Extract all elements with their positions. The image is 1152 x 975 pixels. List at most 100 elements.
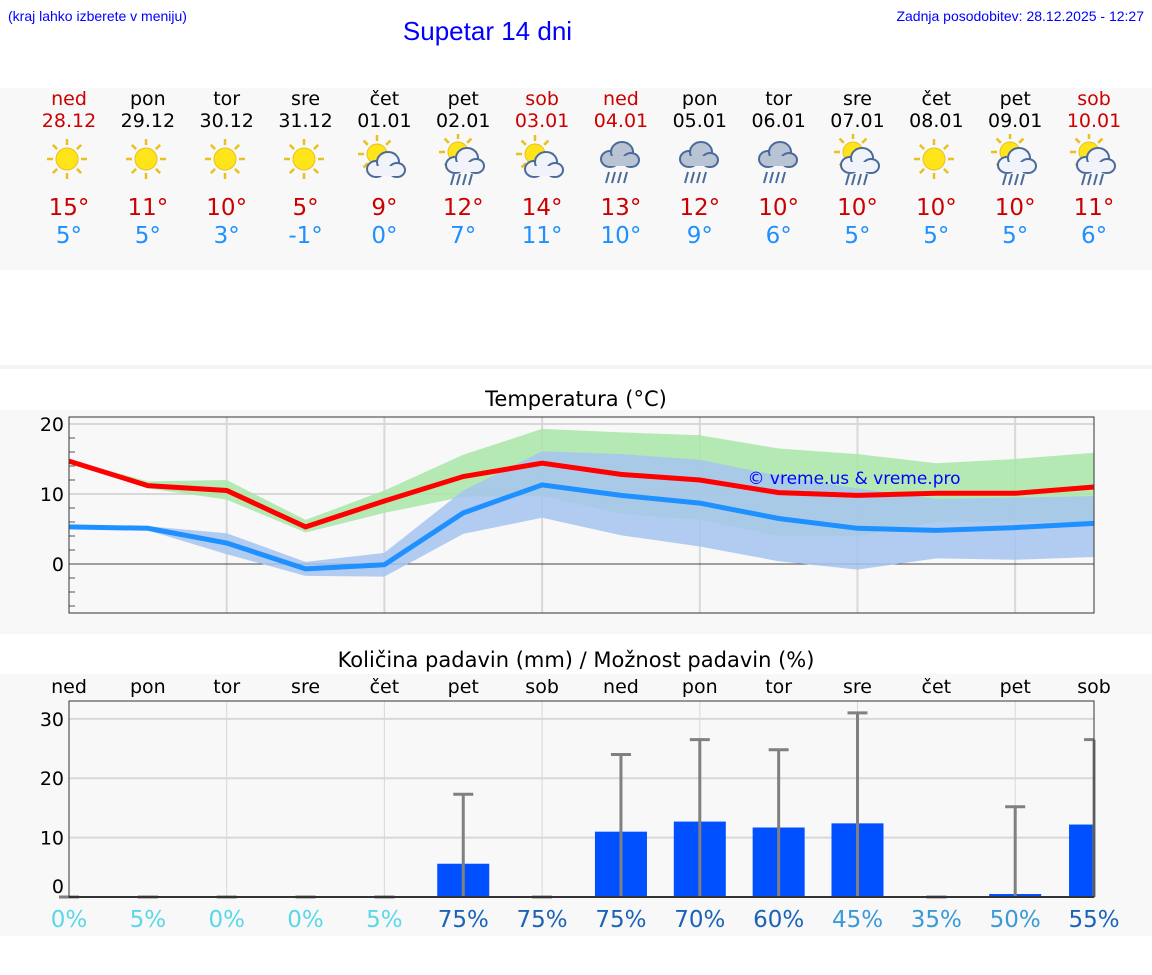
min-temp: 11°	[521, 223, 563, 249]
max-temp-line	[68, 458, 1095, 530]
day-forecast: sob 03.01 14° 11°	[502, 88, 582, 250]
day-forecast: ned 04.01 13° 10°	[581, 88, 661, 250]
y-tick-label: 0	[52, 876, 64, 898]
min-temp: 9°	[686, 223, 713, 249]
sun-cloud-rain-icon	[1054, 132, 1134, 190]
day-date: 04.01	[593, 110, 649, 132]
day-label: tor	[213, 676, 240, 698]
max-temp: 5°	[292, 195, 319, 221]
day-date: 29.12	[120, 110, 176, 132]
day-date: 02.01	[436, 110, 491, 132]
precip-chance: 0%	[51, 907, 88, 933]
day-date: 31.12	[278, 110, 333, 132]
day-forecast: čet 01.01 9° 0°	[344, 88, 424, 250]
temperature-chart-panel: 20 10 0 © vreme.us & vreme.pro	[0, 410, 1152, 634]
day-date: 06.01	[751, 110, 806, 132]
sun-cloud-rain-icon	[818, 132, 898, 190]
day-name: ned	[51, 88, 87, 110]
plot-frame	[68, 416, 1095, 614]
day-label: sre	[291, 676, 320, 698]
day-name: pon	[681, 88, 718, 110]
day-name: pet	[999, 88, 1031, 110]
day-date: 09.01	[987, 110, 1043, 132]
day-name: sob	[525, 88, 559, 110]
precip-chance: 75%	[438, 907, 489, 933]
day-label: pon	[130, 676, 166, 698]
sun-icon	[187, 132, 267, 190]
day-date: 30.12	[199, 110, 254, 132]
day-label: tor	[765, 676, 792, 698]
max-temp: 10°	[994, 195, 1036, 221]
day-name: sre	[843, 88, 872, 110]
day-forecast: pon 29.12 11° 5°	[108, 88, 188, 250]
y-tick-label: 10	[40, 828, 64, 850]
cloud-rain-icon	[739, 132, 819, 190]
sun-cloud-icon	[344, 132, 424, 190]
day-name: čet	[369, 88, 400, 110]
day-forecast: pon 05.01 12° 9°	[660, 88, 740, 250]
precip-chance: 5%	[366, 907, 403, 933]
sun-icon	[108, 132, 188, 190]
day-name: tor	[765, 88, 793, 110]
min-temp: 5°	[1002, 223, 1029, 249]
precip-chance: 60%	[753, 907, 804, 933]
precip-chance: 75%	[517, 907, 568, 933]
day-name: sre	[291, 88, 321, 110]
min-temp: 10°	[600, 223, 642, 249]
max-temp: 15°	[48, 195, 90, 221]
precip-bar	[1069, 824, 1095, 897]
sun-cloud-icon	[502, 132, 582, 190]
min-temp: 7°	[450, 223, 477, 249]
day-name: pon	[129, 88, 166, 110]
y-tick-label: 30	[40, 709, 64, 731]
precip-chance: 70%	[674, 907, 725, 933]
sun-cloud-rain-icon	[975, 132, 1055, 190]
min-temp: 6°	[765, 223, 792, 249]
day-name: pet	[447, 88, 479, 110]
max-temp: 14°	[521, 195, 563, 221]
max-temp: 11°	[1073, 195, 1115, 221]
min-temp: 5°	[844, 223, 871, 249]
cloud-rain-icon	[581, 132, 661, 190]
min-temp: 5°	[923, 223, 950, 249]
day-label: čet	[922, 676, 952, 698]
day-forecast: sre 07.01 10° 5°	[818, 88, 898, 250]
max-temp: 13°	[600, 195, 642, 221]
min-temp: 5°	[134, 223, 161, 249]
max-temp: 10°	[758, 195, 800, 221]
sun-icon	[896, 132, 976, 190]
min-range-band	[69, 451, 1095, 577]
precip-chance: 45%	[832, 907, 883, 933]
precipitation-chart-panel: ned pon tor sre čet pet sob ned pon tor sre čet pet s…	[0, 674, 1152, 936]
day-date: 03.01	[514, 110, 570, 132]
day-forecast: sre 31.12 5° -1°	[266, 88, 346, 250]
min-temp-line	[68, 482, 1095, 572]
day-date: 05.01	[672, 110, 727, 132]
day-forecast: pet 09.01 10° 5°	[975, 88, 1055, 250]
day-date: 28.12	[41, 110, 97, 132]
max-temp: 10°	[915, 195, 957, 221]
day-label: ned	[603, 676, 639, 698]
precipitation-chart: ned pon tor sre čet pet sob ned pon tor sre čet pet s…	[40, 676, 1120, 933]
page-title: Supetar 14 dni	[402, 16, 573, 46]
max-temp: 11°	[127, 195, 169, 221]
day-name: sob	[1077, 88, 1111, 110]
cloud-rain-icon	[660, 132, 740, 190]
watermark: © vreme.us & vreme.pro	[747, 469, 960, 489]
y-tick-label: 20	[40, 768, 64, 790]
precip-chance: 50%	[990, 907, 1041, 933]
precip-chance: 0%	[287, 907, 324, 933]
day-date: 01.01	[357, 110, 412, 132]
day-date: 08.01	[909, 110, 964, 132]
y-tick-label: 20	[40, 414, 64, 436]
location-hint: (kraj lahko izberete v meniju)	[8, 8, 187, 24]
day-label: čet	[370, 676, 400, 698]
min-temp: 5°	[55, 223, 83, 249]
day-forecast: tor 30.12 10° 3°	[187, 88, 267, 250]
max-temp: 12°	[679, 195, 721, 221]
day-label: ned	[51, 676, 87, 698]
day-forecast: pet 02.01 12° 7°	[423, 88, 503, 250]
day-label: sob	[1077, 676, 1111, 698]
day-label: pet	[1000, 676, 1031, 698]
precip-chance: 5%	[130, 907, 167, 933]
